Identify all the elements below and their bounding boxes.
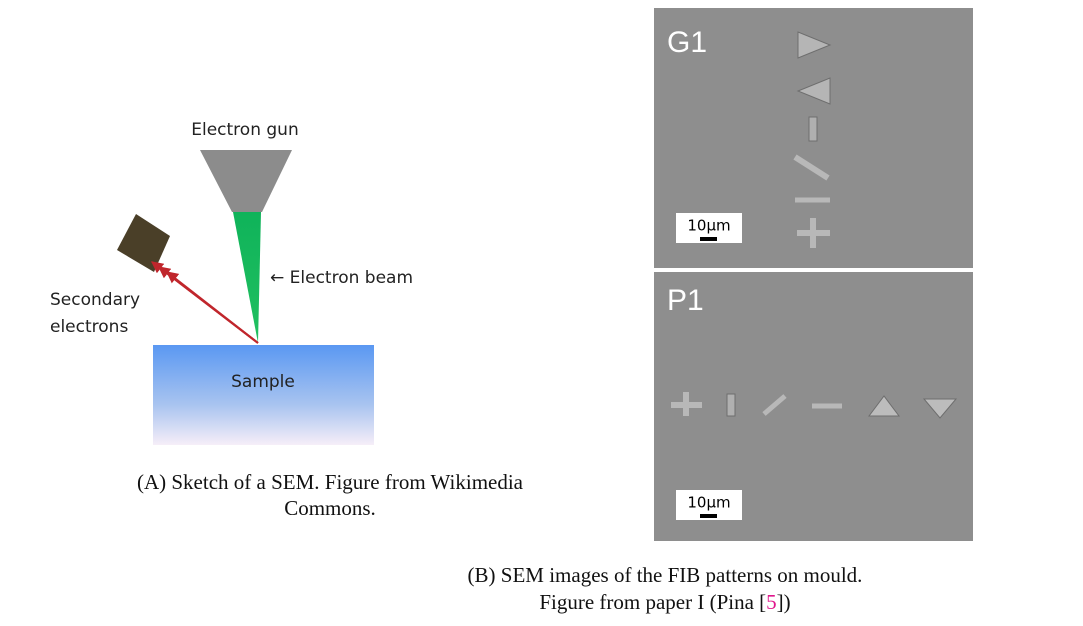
sample [153,345,374,445]
electron-gun [200,150,292,212]
secondary-label: electrons [50,317,128,337]
caption-text: Figure from paper I (Pina [ [539,590,766,614]
caption-text: Commons. [284,496,376,520]
detector [117,214,170,272]
caption: (B) SEM images of the FIB patterns on mo… [468,563,863,587]
scale-bar [700,237,717,241]
citation[interactable]: 5 [766,590,777,614]
pattern [809,117,817,141]
electron-beam [233,212,261,343]
scale-label: 10μm [687,494,730,512]
caption-label: (B) [468,563,496,587]
pattern [727,394,735,416]
sem-panel: P1 10μm [654,272,973,541]
gun-label: Electron gun [191,120,298,140]
panel-label: G1 [667,26,707,59]
caption-text: ]) [777,590,791,614]
caption-label: (A) [137,470,166,494]
beam-label: ← Electron beam [270,268,413,288]
secondary-arrow [167,272,258,343]
sample-label: Sample [231,372,295,392]
secondary-label: Secondary [50,290,140,310]
scale-label: 10μm [687,217,730,235]
sem-sketch: Electron gun ← Electron beam Secondary e… [50,120,413,445]
caption-text: Sketch of a SEM. Figure from Wikimedia [171,470,523,494]
caption: (A) Sketch of a SEM. Figure from Wikimed… [137,470,524,494]
panel-label: P1 [667,284,704,317]
caption-text: SEM images of the FIB patterns on mould. [501,563,863,587]
figure: Electron gun ← Electron beam Secondary e… [0,0,1083,621]
caption: Figure from paper I (Pina [5]) [539,590,790,614]
scale-bar [700,514,717,518]
sem-panel: G1 10μm [654,8,973,268]
